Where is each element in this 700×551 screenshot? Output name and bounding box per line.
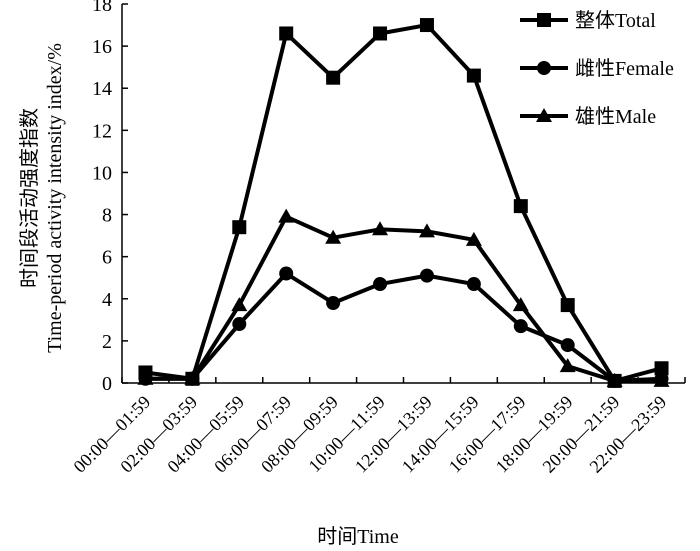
legend-label: 整体Total: [575, 9, 656, 32]
data-point: [325, 229, 342, 244]
data-point: [279, 26, 294, 41]
y-ticks: 0 2 4 6 8 10 12 14 16 18: [92, 0, 128, 395]
y-axis-label-line2: Time-period activity intensity index/%: [44, 43, 66, 353]
data-point: [279, 266, 294, 281]
x-axis-label: 时间Time: [317, 525, 399, 548]
legend-marker: [536, 108, 552, 122]
data-point: [513, 319, 528, 334]
data-point: [419, 268, 434, 283]
data-point: [232, 220, 247, 235]
legend: 整体Total 雌性Female 雄性Male: [520, 9, 674, 128]
data-point: [512, 297, 529, 312]
data-point: [653, 372, 670, 387]
y-tick-label: 0: [102, 373, 112, 395]
legend-label: 雄性Male: [575, 105, 656, 128]
series-line: [145, 271, 662, 383]
data-point: [466, 68, 481, 83]
data-point: [559, 358, 576, 373]
data-point: [419, 18, 434, 33]
data-point: [373, 277, 388, 292]
y-tick-label: 16: [92, 36, 112, 58]
data-point: [466, 277, 481, 292]
data-point: [373, 26, 388, 41]
series-triangle: [137, 208, 670, 387]
data-point: [606, 372, 623, 387]
data-point: [418, 223, 435, 238]
data-point: [137, 370, 154, 385]
y-tick-label: 14: [92, 78, 112, 100]
data-point: [232, 317, 247, 332]
x-ticks: 00:00—01:5902:00—03:5904:00—05:5906:00—0…: [69, 377, 686, 477]
data-point: [654, 361, 669, 376]
data-point: [231, 297, 248, 312]
y-tick-label: 8: [102, 205, 112, 227]
data-point: [560, 338, 575, 353]
data-point: [465, 231, 482, 246]
series-layer: [137, 18, 670, 388]
y-tick-label: 2: [102, 331, 112, 353]
y-tick-label: 18: [92, 0, 112, 16]
y-tick-label: 4: [102, 289, 112, 311]
series-circle: [138, 266, 669, 388]
legend-marker: [537, 13, 551, 27]
data-point: [560, 298, 575, 313]
legend-label: 雌性Female: [575, 57, 674, 80]
data-point: [326, 70, 341, 85]
y-tick-label: 12: [92, 120, 112, 142]
data-point: [513, 199, 528, 214]
y-axis-label: 时间段活动强度指数 Time-period activity intensity…: [18, 43, 66, 353]
data-point: [278, 208, 295, 223]
series-line: [145, 23, 663, 383]
data-point: [184, 370, 201, 385]
legend-marker: [537, 61, 551, 75]
y-axis-label-line1: 时间段活动强度指数: [18, 108, 41, 288]
series-line: [145, 214, 662, 383]
data-point: [326, 295, 341, 310]
y-tick-label: 10: [92, 162, 112, 184]
y-tick-label: 6: [102, 247, 112, 269]
data-point: [372, 221, 389, 236]
